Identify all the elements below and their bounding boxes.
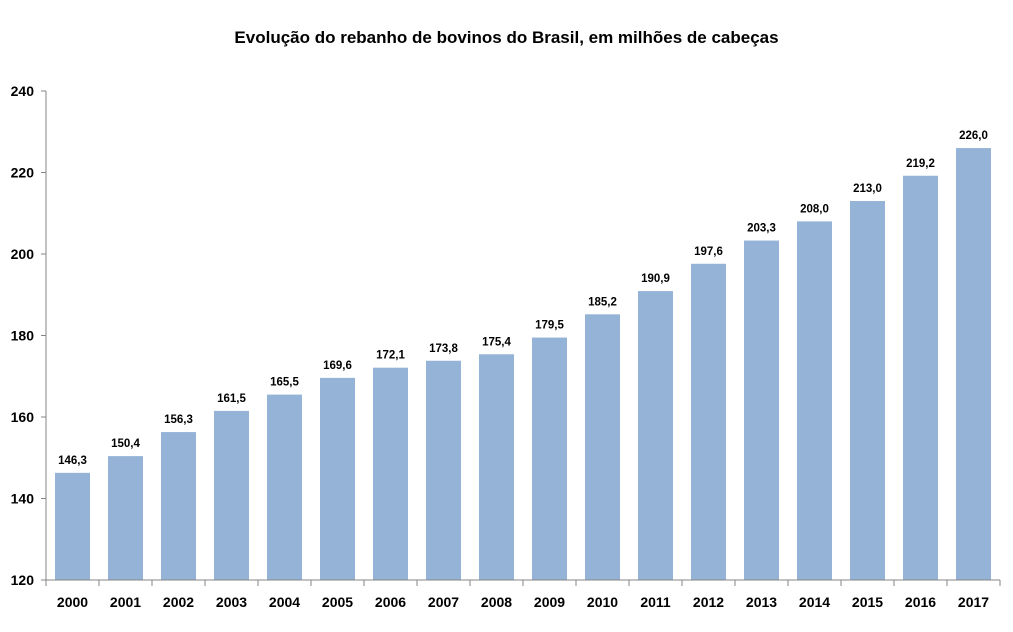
data-label-2004: 165,5 bbox=[270, 377, 299, 389]
bar-2015 bbox=[850, 201, 885, 580]
x-tick-label-2005: 2005 bbox=[322, 594, 353, 610]
bar-2014 bbox=[797, 221, 832, 580]
x-tick-label-2012: 2012 bbox=[693, 594, 724, 610]
bar-2004 bbox=[267, 394, 302, 580]
data-label-2001: 150,4 bbox=[111, 438, 140, 450]
bar-2008 bbox=[479, 354, 514, 580]
data-label-2009: 179,5 bbox=[535, 320, 564, 332]
bar-2012 bbox=[691, 263, 726, 580]
data-label-2013: 203,3 bbox=[747, 223, 776, 235]
y-tick-label-180: 180 bbox=[11, 328, 35, 344]
x-tick-label-2002: 2002 bbox=[163, 594, 194, 610]
x-tick-label-2016: 2016 bbox=[905, 594, 936, 610]
x-tick-label-2003: 2003 bbox=[216, 594, 247, 610]
x-tick-label-2001: 2001 bbox=[110, 594, 141, 610]
bar-2002 bbox=[161, 432, 196, 580]
data-label-2010: 185,2 bbox=[588, 296, 617, 308]
data-label-2015: 213,0 bbox=[853, 183, 882, 195]
x-tick-label-2010: 2010 bbox=[587, 594, 618, 610]
data-label-2006: 172,1 bbox=[376, 350, 405, 362]
data-label-2008: 175,4 bbox=[482, 336, 511, 348]
data-label-2000: 146,3 bbox=[58, 455, 87, 467]
x-tick-label-2000: 2000 bbox=[57, 594, 88, 610]
labels-group: 146,3 150,4 156,3 161,5 165,5 169,6 172,1 173,8… bbox=[11, 83, 990, 610]
y-tick-label-120: 120 bbox=[11, 572, 35, 588]
axes-group bbox=[41, 90, 1001, 586]
y-tick-label-200: 200 bbox=[11, 246, 35, 262]
x-tick-label-2008: 2008 bbox=[481, 594, 512, 610]
data-label-2016: 219,2 bbox=[906, 158, 935, 170]
data-label-2003: 161,5 bbox=[217, 393, 246, 405]
x-tick-label-2017: 2017 bbox=[958, 594, 989, 610]
data-label-2014: 208,0 bbox=[800, 203, 829, 215]
bar-2000 bbox=[55, 472, 90, 580]
data-label-2017: 226,0 bbox=[959, 130, 988, 142]
x-tick-label-2013: 2013 bbox=[746, 594, 777, 610]
data-label-2007: 173,8 bbox=[429, 343, 458, 355]
bar-2017 bbox=[956, 148, 991, 581]
x-tick-label-2006: 2006 bbox=[375, 594, 406, 610]
x-tick-label-2004: 2004 bbox=[269, 594, 300, 610]
y-tick-label-220: 220 bbox=[11, 165, 35, 181]
chart-title: Evolução do rebanho de bovinos do Brasil… bbox=[234, 28, 779, 47]
bars-group bbox=[55, 148, 991, 581]
bar-2001 bbox=[108, 456, 143, 580]
bar-2003 bbox=[214, 410, 249, 580]
data-label-2011: 190,9 bbox=[641, 273, 670, 285]
x-tick-label-2007: 2007 bbox=[428, 594, 459, 610]
bar-2011 bbox=[638, 291, 673, 580]
data-label-2002: 156,3 bbox=[164, 414, 193, 426]
x-tick-label-2015: 2015 bbox=[852, 594, 883, 610]
bar-2007 bbox=[426, 360, 461, 580]
bar-2005 bbox=[320, 377, 355, 580]
data-label-2012: 197,6 bbox=[694, 246, 723, 258]
x-tick-label-2014: 2014 bbox=[799, 594, 830, 610]
bar-2016 bbox=[903, 175, 938, 580]
x-tick-label-2009: 2009 bbox=[534, 594, 565, 610]
y-tick-label-140: 140 bbox=[11, 491, 35, 507]
bar-2006 bbox=[373, 367, 408, 580]
bar-2010 bbox=[585, 314, 620, 580]
y-tick-label-240: 240 bbox=[11, 83, 35, 99]
x-tick-label-2011: 2011 bbox=[640, 594, 671, 610]
y-tick-label-160: 160 bbox=[11, 409, 35, 425]
bar-2013 bbox=[744, 240, 779, 581]
data-label-2005: 169,6 bbox=[323, 360, 352, 372]
bar-2009 bbox=[532, 337, 567, 580]
